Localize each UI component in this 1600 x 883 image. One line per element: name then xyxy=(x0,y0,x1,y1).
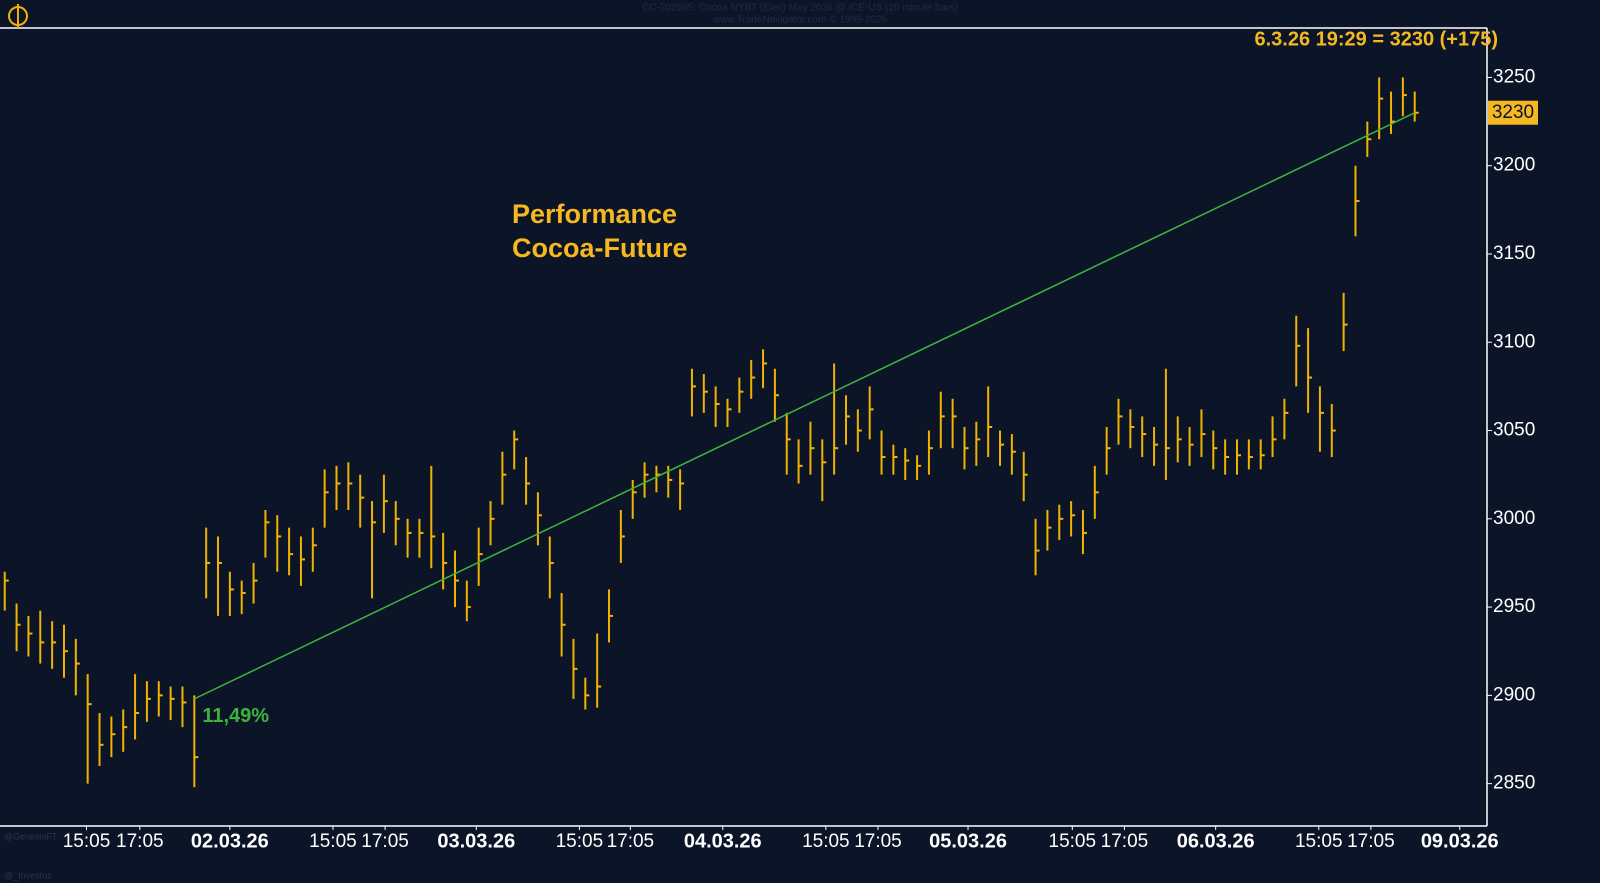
x-tick-label: 15:05 xyxy=(309,831,357,852)
x-tick-label: 15:05 xyxy=(1049,831,1097,852)
chart-subtitle: www.TradeNavigator.com © 1999-2026 xyxy=(712,15,888,26)
y-tick-label: 3000 xyxy=(1493,508,1535,529)
x-tick-label: 15:05 xyxy=(556,831,604,852)
y-tick-label: 3050 xyxy=(1493,420,1535,441)
x-tick-label: 09.03.26 xyxy=(1421,830,1499,852)
x-tick-label: 17:05 xyxy=(1101,831,1149,852)
x-tick-label: 05.03.26 xyxy=(929,830,1007,852)
x-tick-label: 02.03.26 xyxy=(191,830,269,852)
y-tick-label: 2850 xyxy=(1493,773,1535,794)
last-value-label: 3230 xyxy=(1492,102,1534,123)
x-tick-label: 17:05 xyxy=(116,831,164,852)
y-tick-label: 3100 xyxy=(1493,331,1535,352)
annotation: Performance xyxy=(512,199,677,229)
x-tick-label: 15:05 xyxy=(63,831,111,852)
x-tick-label: 15:05 xyxy=(1295,831,1343,852)
logo xyxy=(8,4,28,28)
x-tick-label: 17:05 xyxy=(1347,831,1395,852)
x-tick-label: 17:05 xyxy=(361,831,409,852)
y-tick-label: 2950 xyxy=(1493,596,1535,617)
x-tick-label: 15:05 xyxy=(802,831,850,852)
x-tick-label: 17:05 xyxy=(854,831,902,852)
annotation: Cocoa-Future xyxy=(512,233,688,263)
y-tick-label: 3150 xyxy=(1493,243,1535,264)
x-tick-label: 04.03.26 xyxy=(684,830,762,852)
chart-title: CC-202605: Cocoa NYBT (Elec) May 2026 @ … xyxy=(642,3,958,14)
price-label: 6.3.26 19:29 = 3230 (+175) xyxy=(1254,28,1498,50)
x-tick-label: 06.03.26 xyxy=(1177,830,1255,852)
trendline xyxy=(193,112,1416,700)
last-value-tag xyxy=(1488,100,1538,125)
y-tick-label: 2900 xyxy=(1493,684,1535,705)
trendline-label: 11,49% xyxy=(202,705,269,727)
x-tick-label: 17:05 xyxy=(607,831,655,852)
y-tick-label: 3250 xyxy=(1493,66,1535,87)
credit: @_Investoz xyxy=(4,870,52,880)
x-tick-label: 03.03.26 xyxy=(437,830,515,852)
y-tick-label: 3200 xyxy=(1493,155,1535,176)
credit: @GenesisFT xyxy=(4,831,58,841)
